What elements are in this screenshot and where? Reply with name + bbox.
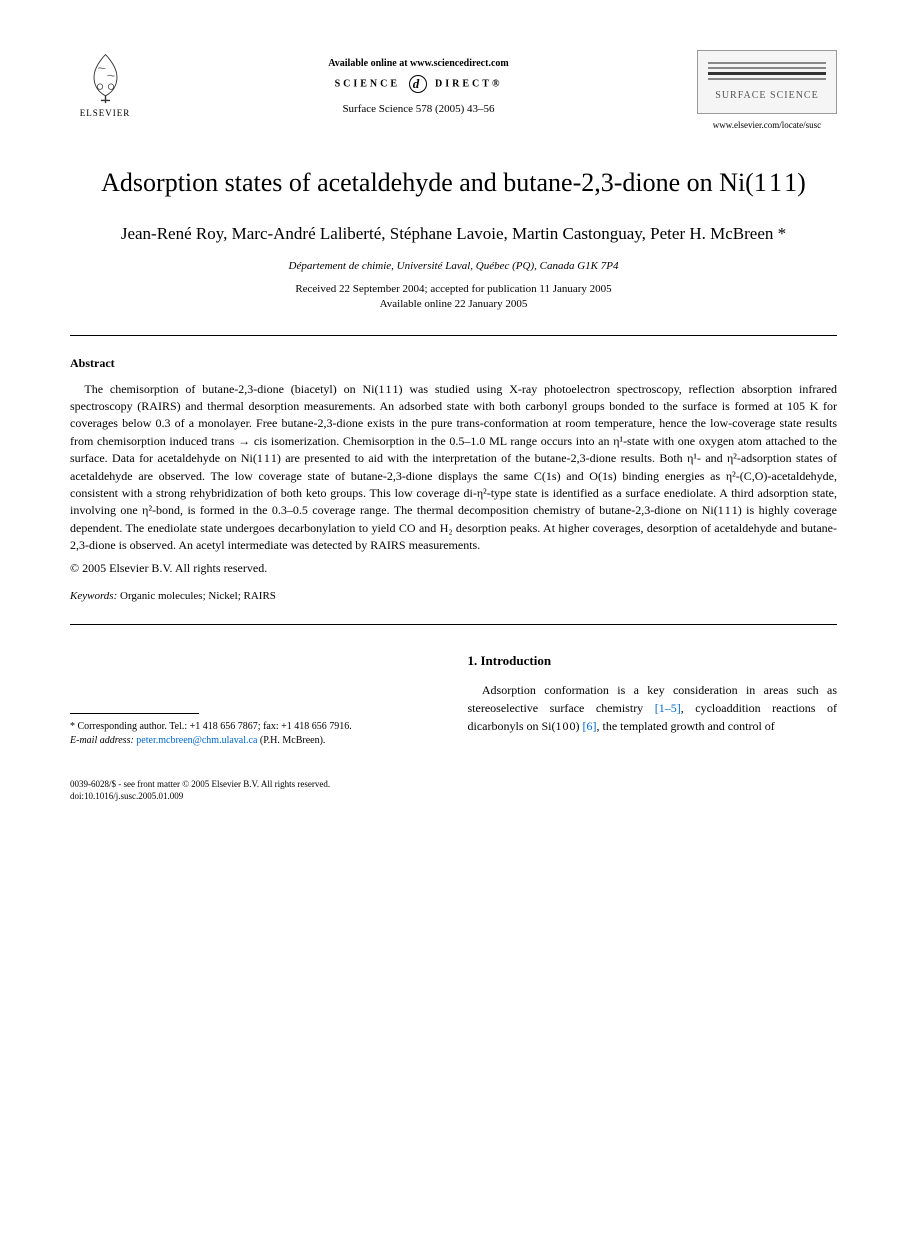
- divider-top: [70, 335, 837, 336]
- journal-lines-icon: [702, 62, 832, 80]
- sciencedirect-logo: SCIENCE d DIRECT®: [140, 75, 697, 93]
- abstract-heading: Abstract: [70, 356, 837, 371]
- center-header: Available online at www.sciencedirect.co…: [140, 50, 697, 115]
- sd-right: DIRECT®: [435, 78, 502, 89]
- authors: Jean-René Roy, Marc-André Laliberté, Sté…: [70, 222, 837, 246]
- sd-left: SCIENCE: [335, 78, 400, 89]
- footer-doi: doi:10.1016/j.susc.2005.01.009: [70, 790, 837, 803]
- journal-logo-box: SURFACE SCIENCE www.elsevier.com/locate/…: [697, 50, 837, 130]
- footnote-email-line: E-mail address: peter.mcbreen@chm.ulaval…: [70, 734, 440, 748]
- publication-dates: Received 22 September 2004; accepted for…: [70, 282, 837, 313]
- keywords-line: Keywords: Organic molecules; Nickel; RAI…: [70, 590, 837, 602]
- abstract-body: The chemisorption of butane-2,3-dione (b…: [70, 381, 837, 555]
- header-row: ELSEVIER Available online at www.science…: [70, 50, 837, 130]
- sd-at-icon: d: [409, 75, 427, 93]
- elsevier-tree-icon: [78, 50, 133, 105]
- journal-reference: Surface Science 578 (2005) 43–56: [140, 103, 697, 115]
- ref-link-1[interactable]: [1–5]: [655, 701, 681, 715]
- intro-heading: 1. Introduction: [468, 653, 838, 669]
- intro-text-post: , the templated growth and control of: [597, 719, 775, 733]
- footnote-rule: [70, 713, 199, 714]
- footer-front-matter: 0039-6028/$ - see front matter © 2005 El…: [70, 778, 837, 791]
- journal-name: SURFACE SCIENCE: [702, 90, 832, 101]
- footer: 0039-6028/$ - see front matter © 2005 El…: [70, 778, 837, 803]
- email-label: E-mail address:: [70, 735, 134, 746]
- keywords-text: Organic molecules; Nickel; RAIRS: [117, 590, 276, 602]
- affiliation: Département de chimie, Université Laval,…: [70, 260, 837, 272]
- left-column: * Corresponding author. Tel.: +1 418 656…: [70, 653, 440, 748]
- article-title: Adsorption states of acetaldehyde and bu…: [90, 165, 817, 200]
- dates-online: Available online 22 January 2005: [70, 297, 837, 312]
- divider-bottom: [70, 624, 837, 625]
- corresponding-footnote: * Corresponding author. Tel.: +1 418 656…: [70, 720, 440, 748]
- copyright-line: © 2005 Elsevier B.V. All rights reserved…: [70, 561, 837, 576]
- available-online-text: Available online at www.sciencedirect.co…: [140, 58, 697, 69]
- footnote-corr: * Corresponding author. Tel.: +1 418 656…: [70, 720, 440, 734]
- keywords-label: Keywords:: [70, 590, 117, 602]
- publisher-name: ELSEVIER: [80, 108, 131, 118]
- journal-url[interactable]: www.elsevier.com/locate/susc: [697, 120, 837, 130]
- dates-received: Received 22 September 2004; accepted for…: [70, 282, 837, 297]
- publisher-logo: ELSEVIER: [70, 50, 140, 130]
- two-column-region: * Corresponding author. Tel.: +1 418 656…: [70, 653, 837, 748]
- ref-link-2[interactable]: [6]: [583, 719, 597, 733]
- intro-paragraph: Adsorption conformation is a key conside…: [468, 681, 838, 735]
- email-suffix: (P.H. McBreen).: [260, 735, 326, 746]
- email-link[interactable]: peter.mcbreen@chm.ulaval.ca: [136, 735, 257, 746]
- right-column: 1. Introduction Adsorption conformation …: [468, 653, 838, 748]
